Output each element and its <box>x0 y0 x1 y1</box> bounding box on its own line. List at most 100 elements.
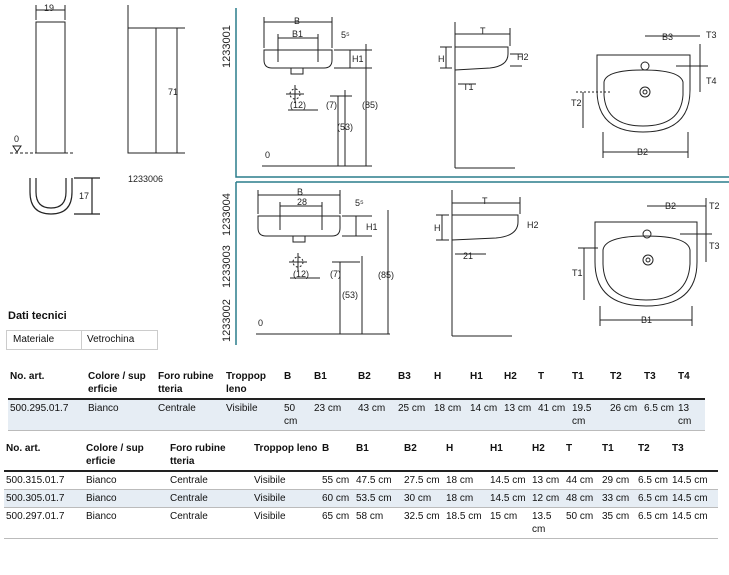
cell: Centrale <box>168 471 252 490</box>
cell: 500.305.01.7 <box>4 489 84 508</box>
top-plan-T2: T2 <box>571 98 582 108</box>
cell: 26 cm <box>608 399 642 431</box>
col-header: T3 <box>670 440 718 472</box>
cell: 14.5 cm <box>488 489 530 508</box>
cell: 500.297.01.7 <box>4 507 84 539</box>
bottom-front-view <box>256 190 390 335</box>
bottom-front-five: 5⁵ <box>355 198 364 208</box>
cell: Bianco <box>84 489 168 508</box>
cell: 25 cm <box>396 399 432 431</box>
bottom-front-B: B <box>297 187 303 197</box>
cell: 19.5 cm <box>570 399 608 431</box>
cell: 58 cm <box>354 507 402 539</box>
bottom-front-d7: (7) <box>330 269 341 279</box>
cell: 14.5 cm <box>670 507 718 539</box>
trap-height-label: 17 <box>79 191 89 201</box>
cell: 18 cm <box>432 399 468 431</box>
top-side-H: H <box>438 54 445 64</box>
bottom-side-H: H <box>434 223 441 233</box>
top-panel-code: 1233001 <box>221 25 233 68</box>
cell: 48 cm <box>564 489 600 508</box>
top-side-H2: H2 <box>517 52 529 62</box>
cell: Bianco <box>86 399 156 431</box>
cell: 13.5 cm <box>530 507 564 539</box>
col-header: T3 <box>642 368 676 400</box>
material-label: Materiale <box>13 334 55 345</box>
cell: 35 cm <box>600 507 636 539</box>
col-header: No. art. <box>4 440 84 472</box>
pedestal-side-drawing <box>127 5 185 154</box>
bottom-side-H2: H2 <box>527 220 539 230</box>
cell: 41 cm <box>536 399 570 431</box>
pedestal-height-label: 71 <box>168 87 178 97</box>
col-header: B2 <box>356 368 396 400</box>
cell: 30 cm <box>402 489 444 508</box>
bottom-panel-code-3: 1233002 <box>221 299 233 342</box>
cell: 13 cm <box>530 471 564 490</box>
pedestal-zero-label: 0 <box>14 134 19 144</box>
col-header: T4 <box>676 368 705 400</box>
bottom-front-d85: (85) <box>378 270 394 280</box>
col-header: B1 <box>312 368 356 400</box>
bottom-panel-code-2: 1233003 <box>221 245 233 288</box>
col-header: T2 <box>608 368 642 400</box>
col-header: Foro rubine tteria <box>168 440 252 472</box>
col-header: T <box>564 440 600 472</box>
cell: Bianco <box>84 471 168 490</box>
material-value: Vetrochina <box>87 334 135 345</box>
col-header: Troppop leno <box>224 368 282 400</box>
cell: 50 cm <box>282 399 312 431</box>
bottom-front-28: 28 <box>297 197 307 207</box>
col-header: T2 <box>636 440 670 472</box>
bottom-plan-B2: B2 <box>665 201 676 211</box>
top-front-d85: (85) <box>362 100 378 110</box>
top-front-d53: (53) <box>337 122 353 132</box>
bottom-front-d53: (53) <box>342 290 358 300</box>
cell: Bianco <box>84 507 168 539</box>
top-front-d12: (12) <box>290 100 306 110</box>
table-header-row: No. art. Colore / sup erficie Foro rubin… <box>8 368 705 400</box>
cell: 500.295.01.7 <box>8 399 86 431</box>
col-header: H <box>444 440 488 472</box>
top-front-d7: (7) <box>326 100 337 110</box>
cell: 6.5 cm <box>636 489 670 508</box>
col-header: H <box>432 368 468 400</box>
cell: 18.5 cm <box>444 507 488 539</box>
cell: 14.5 cm <box>670 471 718 490</box>
bottom-front-zero: 0 <box>258 318 263 328</box>
cell: 6.5 cm <box>642 399 676 431</box>
cell: 14.5 cm <box>670 489 718 508</box>
bottom-panel-code-1: 1233004 <box>221 193 233 236</box>
table-row: 500.315.01.7 Bianco Centrale Visibile 55… <box>4 471 718 490</box>
top-plan-B3: B3 <box>662 32 673 42</box>
bottom-side-view <box>436 190 521 337</box>
cell: 6.5 cm <box>636 471 670 490</box>
cell: 50 cm <box>564 507 600 539</box>
cell: 60 cm <box>320 489 354 508</box>
top-front-H1: H1 <box>352 54 364 64</box>
cell: 13 cm <box>676 399 705 431</box>
bottom-plan-T3: T3 <box>709 241 720 251</box>
cell: 43 cm <box>356 399 396 431</box>
bottom-plan-view <box>578 198 712 326</box>
cell: 14 cm <box>468 399 502 431</box>
top-side-T: T <box>480 26 486 36</box>
bottom-plan-T1: T1 <box>572 268 583 278</box>
cell: 13 cm <box>502 399 536 431</box>
table-row: 500.295.01.7 Bianco Centrale Visibile 50… <box>8 399 705 431</box>
cell: 47.5 cm <box>354 471 402 490</box>
bottom-front-H1: H1 <box>366 222 378 232</box>
col-header: T1 <box>570 368 608 400</box>
trap-cover-drawing <box>29 177 100 215</box>
col-header: T1 <box>600 440 636 472</box>
cell: 18 cm <box>444 489 488 508</box>
top-plan-B2: B2 <box>637 147 648 157</box>
bottom-plan-B1: B1 <box>641 315 652 325</box>
cell: 53.5 cm <box>354 489 402 508</box>
technical-drawings: 19 0 71 1233006 17 1233001 <box>10 3 729 345</box>
col-header: B3 <box>396 368 432 400</box>
cell: 6.5 cm <box>636 507 670 539</box>
top-panel-frame <box>235 8 729 178</box>
bottom-plan-T2: T2 <box>709 201 720 211</box>
col-header: Colore / sup erficie <box>86 368 156 400</box>
